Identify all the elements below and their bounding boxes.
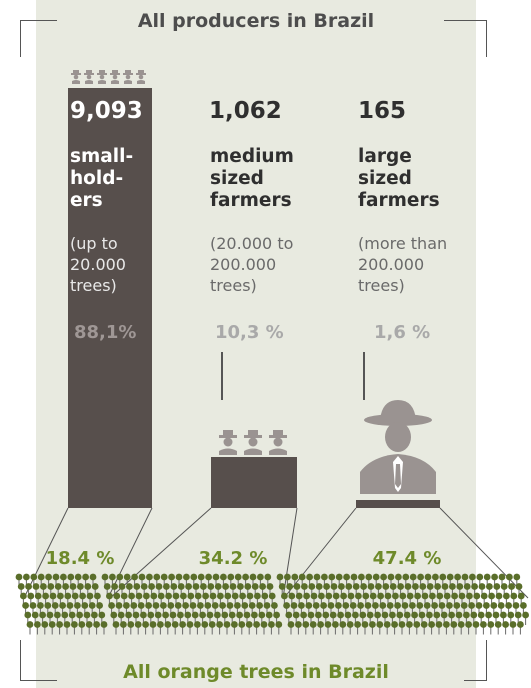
orange-tree-icon	[77, 620, 86, 635]
smallholders-producer-share: 88,1%	[74, 322, 137, 343]
medium-count: 1,062	[209, 98, 282, 124]
orange-tree-icon	[449, 620, 458, 635]
orange-tree-icon	[237, 620, 246, 635]
orange-tree-icon	[501, 620, 510, 635]
title-producers: All producers in Brazil	[137, 10, 375, 32]
title-orange-trees: All orange trees in Brazil	[123, 661, 389, 683]
large-range: (more than 200.000 trees)	[358, 234, 448, 295]
orange-tree-icon	[100, 620, 108, 635]
orange-tree-icon	[26, 620, 34, 635]
orange-tree-icon	[260, 620, 268, 635]
orange-tree-icon	[420, 620, 429, 635]
large-connector-line	[363, 352, 365, 400]
medium-label: medium sized farmers	[210, 146, 294, 211]
orange-tree-icon	[274, 620, 283, 635]
orange-tree-icon	[178, 620, 187, 635]
orange-tree-icon	[230, 620, 239, 635]
orange-tree-icon	[494, 620, 503, 635]
orange-tree-icon	[457, 620, 466, 635]
orange-tree-icon	[85, 620, 94, 635]
orange-tree-icon	[193, 620, 202, 635]
large-count: 165	[358, 98, 407, 124]
orange-tree-icon	[479, 620, 488, 635]
orange-tree-icon	[48, 620, 57, 635]
orange-tree-icon	[301, 620, 310, 635]
large-tree-share: 47.4 %	[372, 548, 442, 569]
orange-tree-icon	[245, 620, 254, 635]
bracket-top-right	[444, 20, 487, 57]
orange-tree-icon	[134, 620, 143, 635]
orange-tree-icon	[267, 620, 276, 635]
bracket-bottom-left	[20, 640, 57, 681]
orange-tree-icon	[294, 620, 303, 635]
smallholders-range: (up to 20.000 trees)	[70, 234, 126, 295]
orange-tree-icon	[200, 620, 209, 635]
orange-tree-icon	[353, 620, 362, 635]
orange-tree-icon	[412, 620, 421, 635]
orange-tree-icon	[55, 620, 64, 635]
orange-tree-icon	[316, 620, 325, 635]
orange-tree-icon	[464, 620, 473, 635]
large-bar	[356, 500, 440, 508]
medium-connector-line	[221, 352, 223, 400]
orange-tree-icon	[383, 620, 392, 635]
orange-tree-field	[15, 573, 530, 635]
orange-tree-icon	[112, 620, 120, 635]
medium-tree-share: 34.2 %	[198, 548, 268, 569]
orange-tree-icon	[486, 620, 495, 635]
orange-tree-icon	[208, 620, 217, 635]
smallholders-icon	[71, 70, 146, 84]
orange-tree-icon	[516, 620, 525, 635]
orange-tree-icon	[472, 620, 480, 635]
orange-tree-icon	[309, 620, 318, 635]
large-farmer-icon	[360, 400, 436, 494]
orange-tree-icon	[40, 620, 49, 635]
large-producer-share: 1,6 %	[374, 322, 431, 343]
medium-farmers-icon	[219, 430, 287, 455]
orange-tree-icon	[252, 620, 261, 635]
orange-tree-icon	[92, 620, 101, 635]
orange-tree-icon	[156, 620, 165, 635]
orange-tree-icon	[186, 620, 194, 635]
orange-tree-icon	[149, 620, 157, 635]
bracket-top-left	[20, 20, 57, 57]
orange-tree-icon	[346, 620, 355, 635]
orange-tree-icon	[63, 620, 71, 635]
orange-tree-icon	[405, 620, 414, 635]
medium-bar	[211, 457, 297, 508]
orange-tree-icon	[141, 620, 150, 635]
orange-tree-icon	[331, 620, 340, 635]
orange-tree-icon	[509, 620, 517, 635]
medium-range: (20.000 to 200.000 trees)	[210, 234, 294, 295]
bracket-bottom-right	[464, 640, 487, 681]
orange-tree-icon	[223, 620, 231, 635]
orange-tree-icon	[119, 620, 128, 635]
orange-tree-icon	[215, 620, 224, 635]
orange-tree-icon	[163, 620, 172, 635]
smallholders-label: small- hold- ers	[70, 146, 134, 211]
orange-tree-icon	[338, 620, 347, 635]
orange-tree-icon	[126, 620, 135, 635]
orange-tree-icon	[435, 620, 443, 635]
orange-tree-icon	[427, 620, 436, 635]
orange-tree-icon	[368, 620, 377, 635]
orange-tree-icon	[33, 620, 42, 635]
large-label: large sized farmers	[358, 146, 440, 211]
smallholders-bar	[68, 88, 152, 508]
medium-producer-share: 10,3 %	[215, 322, 284, 343]
funnel-lines	[23, 507, 529, 599]
orange-tree-icon	[375, 620, 384, 635]
orange-tree-icon	[398, 620, 406, 635]
orange-tree-icon	[361, 620, 369, 635]
orange-tree-icon	[171, 620, 180, 635]
orange-tree-icon	[287, 620, 295, 635]
orange-tree-icon	[442, 620, 451, 635]
smallholders-count: 9,093	[70, 98, 143, 124]
orange-tree-icon	[390, 620, 399, 635]
smallholders-tree-share: 18.4 %	[45, 548, 115, 569]
orange-tree-icon	[324, 620, 332, 635]
orange-tree-icon	[70, 620, 79, 635]
